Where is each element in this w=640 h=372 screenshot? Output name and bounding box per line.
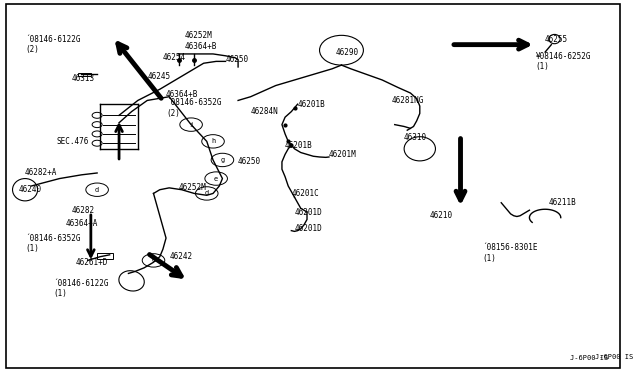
Text: 46282: 46282 — [72, 206, 95, 215]
Text: ´08146-6352G
(2): ´08146-6352G (2) — [166, 98, 221, 118]
Text: ´08146-6122G
(1): ´08146-6122G (1) — [53, 279, 109, 298]
Text: i: i — [189, 122, 193, 128]
Text: h: h — [211, 138, 215, 144]
Text: d: d — [95, 187, 99, 193]
Text: 46310: 46310 — [404, 133, 428, 142]
Text: 46261+D: 46261+D — [75, 258, 108, 267]
Text: ´08156-8301E
(1): ´08156-8301E (1) — [483, 243, 538, 263]
Text: 46201D: 46201D — [294, 224, 322, 233]
Text: 46284N: 46284N — [251, 107, 278, 116]
Text: 46201M: 46201M — [329, 150, 356, 159]
Text: d: d — [152, 257, 156, 263]
Text: 46201D: 46201D — [294, 208, 322, 217]
Text: e: e — [214, 176, 218, 182]
Text: SEC.476: SEC.476 — [56, 137, 89, 146]
Text: 46240: 46240 — [19, 185, 42, 194]
Text: 46290: 46290 — [335, 48, 358, 57]
Text: 46282+A: 46282+A — [25, 169, 58, 177]
Text: 46313: 46313 — [72, 74, 95, 83]
Text: 46245: 46245 — [147, 72, 170, 81]
FancyBboxPatch shape — [78, 73, 91, 76]
Text: 46250: 46250 — [225, 55, 249, 64]
Text: 46364+B: 46364+B — [166, 90, 198, 99]
Text: d: d — [205, 190, 209, 196]
Text: 46201B: 46201B — [285, 141, 313, 150]
Text: 46364+B: 46364+B — [185, 42, 217, 51]
Text: ´08146-6122G
(2): ´08146-6122G (2) — [25, 35, 81, 54]
FancyBboxPatch shape — [97, 253, 113, 259]
Text: g: g — [220, 157, 225, 163]
Text: 46250: 46250 — [238, 157, 261, 166]
Text: 46364+A: 46364+A — [66, 219, 98, 228]
Text: 46252M: 46252M — [185, 31, 212, 40]
Text: J-6P00 IS: J-6P00 IS — [570, 355, 608, 361]
Text: ¥08146-6252G
(1): ¥08146-6252G (1) — [536, 52, 591, 71]
Text: 46211B: 46211B — [548, 198, 576, 207]
Text: J-6P00 IS: J-6P00 IS — [595, 354, 634, 360]
Text: 46281NG: 46281NG — [392, 96, 424, 105]
Text: 46201C: 46201C — [291, 189, 319, 198]
Text: 46210: 46210 — [429, 211, 452, 220]
Text: 46201B: 46201B — [298, 100, 325, 109]
Text: ´08146-6352G
(1): ´08146-6352G (1) — [25, 234, 81, 253]
Text: 46252M: 46252M — [179, 183, 206, 192]
Text: 46242: 46242 — [169, 252, 192, 261]
Text: 46255: 46255 — [545, 35, 568, 44]
Text: 46254: 46254 — [163, 53, 186, 62]
